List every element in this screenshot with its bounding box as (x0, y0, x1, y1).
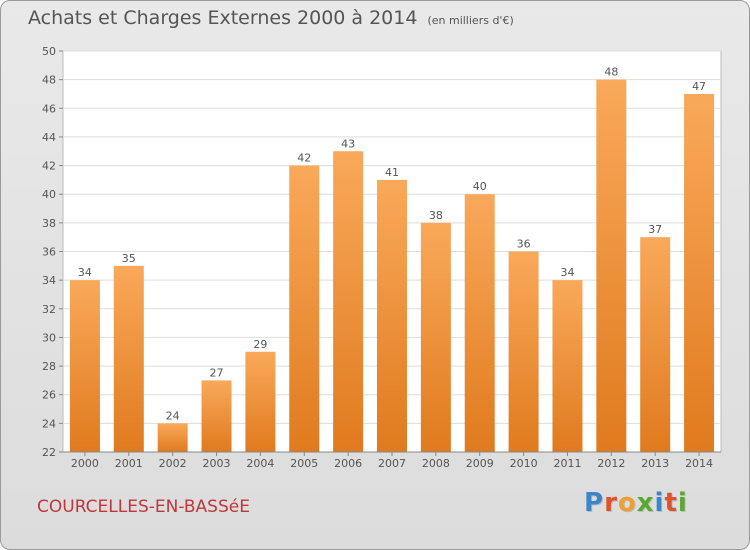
bar-2007 (377, 179, 407, 452)
logo-letter: t (664, 488, 678, 518)
y-tick-label: 48 (42, 74, 56, 87)
value-label: 40 (473, 180, 487, 193)
y-tick-label: 28 (42, 360, 56, 373)
x-tick-label: 2013 (641, 457, 669, 470)
chart-title-unit: (en milliers d'€) (427, 14, 514, 27)
bar-2014 (684, 93, 715, 452)
bar-2000 (69, 280, 100, 452)
y-tick-label: 44 (42, 131, 56, 144)
x-tick-label: 2001 (115, 457, 143, 470)
x-tick-label: 2012 (597, 457, 625, 470)
value-labels: 34 35 24 27 29 42 43 41 38 40 36 34 48 37 47 (78, 66, 706, 423)
value-label: 48 (604, 66, 618, 79)
y-tick-label: 26 (42, 389, 56, 402)
chart-title: Achats et Charges Externes 2000 à 2014 (e… (28, 7, 514, 29)
bar-2011 (552, 280, 583, 452)
value-label: 42 (297, 152, 311, 165)
logo-letter: x (636, 488, 655, 518)
x-tick-label: 2003 (203, 457, 231, 470)
x-tick-label: 2007 (378, 457, 406, 470)
x-tick-label: 2002 (159, 457, 187, 470)
value-label: 36 (517, 238, 531, 251)
value-label: 34 (560, 266, 574, 279)
y-tick-label: 42 (42, 160, 56, 173)
y-tick-label: 38 (42, 217, 56, 230)
bar-2012 (596, 79, 627, 453)
value-label: 29 (253, 338, 267, 351)
y-tick-label: 50 (42, 45, 56, 58)
bar-2013 (640, 237, 671, 452)
value-label: 27 (210, 366, 224, 379)
y-tick-label: 22 (42, 446, 56, 459)
value-label: 43 (341, 137, 355, 150)
bar-2001 (113, 265, 144, 452)
bar-2008 (420, 222, 451, 452)
y-tick-label: 36 (42, 246, 56, 259)
y-tick-label: 30 (42, 331, 56, 344)
x-tick-label: 2011 (553, 457, 581, 470)
bar-2006 (333, 151, 364, 452)
value-label: 38 (429, 209, 443, 222)
x-tick-label: 2000 (71, 457, 99, 470)
x-tick-label: 2006 (334, 457, 362, 470)
y-tick-label: 24 (42, 417, 56, 430)
x-tick-label: 2014 (685, 457, 713, 470)
bar-2003 (201, 380, 232, 452)
logo-letter: i (654, 488, 665, 518)
y-tick-label: 46 (42, 102, 56, 115)
x-tick-label: 2004 (246, 457, 274, 470)
value-label: 34 (78, 266, 92, 279)
bar-2002 (157, 423, 188, 452)
logo-letter: o (617, 488, 637, 518)
bar-2010 (508, 251, 539, 452)
value-label: 41 (385, 166, 399, 179)
logo-letter: i (677, 488, 688, 518)
chart-title-main: Achats et Charges Externes 2000 à 2014 (28, 7, 418, 29)
bars (69, 79, 715, 453)
proxiti-logo[interactable]: Proxiti (584, 488, 688, 518)
value-label: 47 (692, 80, 706, 93)
y-axis: 22 24 26 28 30 32 34 36 38 40 42 44 46 48 50 (42, 45, 63, 459)
y-tick-label: 34 (42, 274, 56, 287)
logo-letter: r (604, 488, 618, 518)
bar-2004 (245, 351, 276, 452)
logo-letter: P (584, 488, 605, 518)
y-tick-label: 32 (42, 303, 56, 316)
x-axis: 2000 2001 2002 2003 2004 2005 2006 2007 2008 2009… (63, 451, 721, 470)
value-label: 35 (122, 252, 136, 265)
commune-name: COURCELLES-EN-BASSéE (37, 497, 250, 517)
x-tick-label: 2009 (466, 457, 494, 470)
value-label: 37 (648, 223, 662, 236)
value-label: 24 (166, 409, 180, 422)
x-tick-label: 2010 (510, 457, 538, 470)
bar-2009 (464, 194, 495, 452)
y-tick-label: 40 (42, 188, 56, 201)
x-tick-label: 2005 (290, 457, 318, 470)
bar-2005 (289, 165, 320, 453)
x-tick-label: 2008 (422, 457, 450, 470)
